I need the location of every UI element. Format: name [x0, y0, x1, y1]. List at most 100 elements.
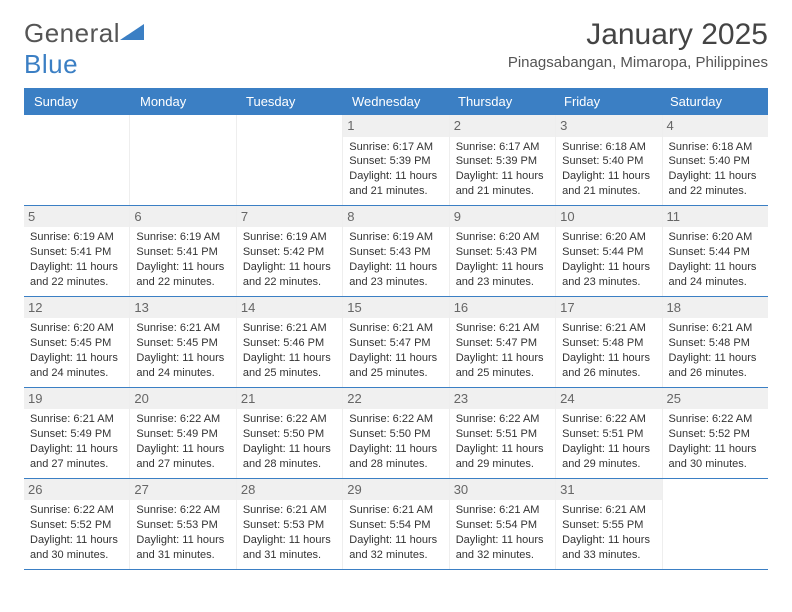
- calendar-cell: 20 Sunrise: 6:22 AMSunset: 5:49 PMDayligh…: [130, 388, 236, 478]
- daylight-line: Daylight: 11 hours and 22 minutes.: [669, 169, 762, 199]
- daylight-line: Daylight: 11 hours and 25 minutes.: [456, 351, 549, 381]
- day-number: 25: [663, 388, 768, 410]
- daylight-line: Daylight: 11 hours and 32 minutes.: [456, 533, 549, 563]
- sunset-line: Sunset: 5:50 PM: [349, 427, 442, 442]
- daylight-line: Daylight: 11 hours and 25 minutes.: [349, 351, 442, 381]
- calendar-week: 1 Sunrise: 6:17 AMSunset: 5:39 PM Daylight…: [24, 115, 768, 206]
- sunrise-line: Sunrise: 6:21 AM: [243, 321, 336, 336]
- day-number: 8: [343, 206, 448, 228]
- daylight-line: Daylight: 11 hours and 31 minutes.: [136, 533, 229, 563]
- calendar-cell: 26Sunrise: 6:22 AMSunset: 5:52 PMDayligh…: [24, 479, 130, 569]
- day-number: 4: [663, 115, 768, 137]
- day-number: 20: [130, 388, 235, 410]
- sunset-line: Sunset: 5:45 PM: [30, 336, 123, 351]
- sunrise-line: Sunrise: 6:20 AM: [30, 321, 123, 336]
- daylight-line: Daylight: 11 hours and 32 minutes.: [349, 533, 442, 563]
- calendar-cell: 10Sunrise: 6:20 AMSunset: 5:44 PMDayligh…: [556, 206, 662, 296]
- day-number: 14: [237, 297, 342, 319]
- daylight-line: Daylight: 11 hours and 22 minutes.: [243, 260, 336, 290]
- day-number: 6: [130, 206, 235, 228]
- sunset-line: Sunset: 5:48 PM: [669, 336, 762, 351]
- daylight-line: Daylight: 11 hours and 28 minutes.: [243, 442, 336, 472]
- daylight-line: Daylight: 11 hours and 28 minutes.: [349, 442, 442, 472]
- daylight-line: Daylight: 11 hours and 23 minutes.: [562, 260, 655, 290]
- day-number: 16: [450, 297, 555, 319]
- sunset-line: Sunset: 5:42 PM: [243, 245, 336, 260]
- dayname: Wednesday: [344, 88, 450, 115]
- day-number: 13: [130, 297, 235, 319]
- calendar-cell-empty: [24, 115, 130, 205]
- sunrise-line: Sunrise: 6:22 AM: [243, 412, 336, 427]
- daylight-line: Daylight: 11 hours and 21 minutes.: [562, 169, 655, 199]
- calendar-cell: 8Sunrise: 6:19 AMSunset: 5:43 PMDaylight…: [343, 206, 449, 296]
- day-number: 27: [130, 479, 235, 501]
- logo-text: General Blue: [24, 18, 146, 80]
- calendar-cell: 16Sunrise: 6:21 AMSunset: 5:47 PMDayligh…: [450, 297, 556, 387]
- daylight-line: Daylight: 11 hours and 24 minutes.: [30, 351, 123, 381]
- month-title: January 2025: [508, 18, 768, 52]
- day-number: 21: [237, 388, 342, 410]
- day-number: 10: [556, 206, 661, 228]
- calendar-cell: 23Sunrise: 6:22 AMSunset: 5:51 PMDayligh…: [450, 388, 556, 478]
- day-number: 1: [343, 115, 448, 137]
- sunrise-line: Sunrise: 6:21 AM: [349, 503, 442, 518]
- sunrise-line: Sunrise: 6:21 AM: [456, 503, 549, 518]
- calendar-cell: 12 Sunrise: 6:20 AMSunset: 5:45 PMDayligh…: [24, 297, 130, 387]
- calendar-cell: 6Sunrise: 6:19 AMSunset: 5:41 PMDaylight…: [130, 206, 236, 296]
- day-number: 18: [663, 297, 768, 319]
- calendar-week: 12Sunrise: 6:20 AMSunset: 5:45 PMDayligh…: [24, 297, 768, 388]
- daylight-line: Daylight: 11 hours and 31 minutes.: [243, 533, 336, 563]
- calendar-cell: 29Sunrise: 6:21 AMSunset: 5:54 PMDayligh…: [343, 479, 449, 569]
- calendar-cell: 28Sunrise: 6:21 AMSunset: 5:53 PMDayligh…: [237, 479, 343, 569]
- sunset-line: Sunset: 5:54 PM: [456, 518, 549, 533]
- sunrise-line: Sunrise: 6:21 AM: [136, 321, 229, 336]
- day-number: 5: [24, 206, 129, 228]
- day-number: 26: [24, 479, 129, 501]
- calendar-cell: 30Sunrise: 6:21 AMSunset: 5:54 PMDayligh…: [450, 479, 556, 569]
- sunset-line: Sunset: 5:51 PM: [456, 427, 549, 442]
- sunrise-line: Sunrise: 6:18 AM: [562, 140, 655, 155]
- sunset-line: Sunset: 5:43 PM: [349, 245, 442, 260]
- sunset-line: Sunset: 5:43 PM: [456, 245, 549, 260]
- daylight-line: Daylight: 11 hours and 24 minutes.: [669, 260, 762, 290]
- calendar-cell: 3Sunrise: 6:18 AMSunset: 5:40 PMDaylight…: [556, 115, 662, 205]
- sunrise-line: Sunrise: 6:22 AM: [562, 412, 655, 427]
- sunrise-line: Sunrise: 6:19 AM: [30, 230, 123, 245]
- daylight-line: Daylight: 11 hours and 27 minutes.: [136, 442, 229, 472]
- sunset-line: Sunset: 5:51 PM: [562, 427, 655, 442]
- daylight-line: Daylight: 11 hours and 33 minutes.: [562, 533, 655, 563]
- sunrise-line: Sunrise: 6:17 AM: [349, 140, 442, 155]
- sunrise-line: Sunrise: 6:19 AM: [136, 230, 229, 245]
- sunrise-line: Sunrise: 6:21 AM: [243, 503, 336, 518]
- sunset-line: Sunset: 5:39 PM: [349, 154, 442, 169]
- calendar-cell: 21 Sunrise: 6:22 AMSunset: 5:50 PMDayligh…: [237, 388, 343, 478]
- sunrise-line: Sunrise: 6:22 AM: [136, 412, 229, 427]
- day-number: 11: [663, 206, 768, 228]
- logo: General Blue: [24, 18, 146, 80]
- dayname: Tuesday: [238, 88, 344, 115]
- sunset-line: Sunset: 5:49 PM: [136, 427, 229, 442]
- sunset-line: Sunset: 5:52 PM: [30, 518, 123, 533]
- day-number: 29: [343, 479, 448, 501]
- sunrise-line: Sunrise: 6:20 AM: [562, 230, 655, 245]
- sunset-line: Sunset: 5:50 PM: [243, 427, 336, 442]
- calendar-cell: 1Sunrise: 6:17 AMSunset: 5:39 PMDaylight…: [343, 115, 449, 205]
- sunrise-line: Sunrise: 6:21 AM: [456, 321, 549, 336]
- calendar-cell: 9Sunrise: 6:20 AMSunset: 5:43 PMDaylight…: [450, 206, 556, 296]
- sunrise-line: Sunrise: 6:20 AM: [456, 230, 549, 245]
- calendar-cell: 4Sunrise: 6:18 AMSunset: 5:40 PMDaylight…: [663, 115, 768, 205]
- logo-triangle-icon: [120, 18, 146, 49]
- sunset-line: Sunset: 5:52 PM: [669, 427, 762, 442]
- day-number: 12: [24, 297, 129, 319]
- daylight-line: Daylight: 11 hours and 21 minutes.: [456, 169, 549, 199]
- sunrise-line: Sunrise: 6:22 AM: [30, 503, 123, 518]
- daylight-line: Daylight: 11 hours and 24 minutes.: [136, 351, 229, 381]
- sunset-line: Sunset: 5:40 PM: [669, 154, 762, 169]
- day-number: 17: [556, 297, 661, 319]
- day-number: 22: [343, 388, 448, 410]
- location: Pinagsabangan, Mimaropa, Philippines: [508, 54, 768, 71]
- daynames-row: SundayMondayTuesdayWednesdayThursdayFrid…: [24, 88, 768, 115]
- sunrise-line: Sunrise: 6:22 AM: [349, 412, 442, 427]
- sunrise-line: Sunrise: 6:21 AM: [562, 503, 655, 518]
- daylight-line: Daylight: 11 hours and 22 minutes.: [30, 260, 123, 290]
